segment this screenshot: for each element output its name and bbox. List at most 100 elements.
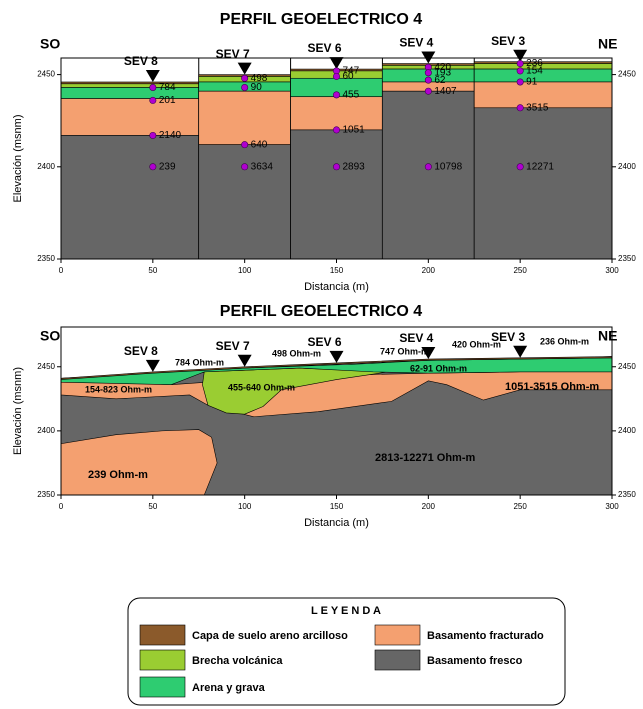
legend-swatch — [140, 677, 185, 697]
sev-label: SEV 3 — [491, 34, 525, 48]
sev-marker — [330, 57, 344, 69]
legend-title: L E Y E N D A — [311, 605, 381, 617]
resistivity-point — [425, 70, 431, 76]
resistivity-label: 12271 — [526, 161, 554, 172]
resistivity-point — [425, 164, 431, 170]
sev-marker — [238, 355, 252, 367]
sev-label: SEV 6 — [307, 41, 341, 55]
layer — [382, 91, 474, 259]
y-tick-label: 2400 — [618, 162, 636, 171]
layer — [291, 97, 383, 130]
legend-label: Capa de suelo areno arcilloso — [192, 630, 348, 642]
resistivity-label: 3634 — [251, 161, 274, 172]
layer — [199, 91, 291, 144]
resistivity-label: 455 — [343, 90, 360, 101]
unit-label: 154-823 Ohm-m — [85, 384, 152, 394]
sev-label: SEV 6 — [307, 335, 341, 349]
legend-label: Arena y grava — [192, 682, 266, 694]
x-tick-label: 150 — [330, 266, 344, 275]
sev-label: SEV 4 — [399, 331, 433, 345]
resistivity-label: 62 — [434, 75, 446, 86]
x-axis-label: Distancia (m) — [304, 517, 369, 529]
legend-label: Basamento fresco — [427, 655, 523, 667]
y-tick-label: 2350 — [618, 254, 636, 263]
legend-swatch — [375, 625, 420, 645]
x-tick-label: 0 — [59, 502, 64, 511]
x-axis-label: Distancia (m) — [304, 281, 369, 293]
resistivity-point — [333, 92, 339, 98]
chart-title: PERFIL GEOELECTRICO 4 — [220, 11, 423, 28]
layer — [61, 84, 199, 88]
legend-swatch — [140, 650, 185, 670]
y-tick-label: 2450 — [618, 70, 636, 79]
y-tick-label: 2350 — [37, 490, 55, 499]
resistivity-label: 60 — [343, 71, 355, 82]
y-tick-label: 2400 — [37, 162, 55, 171]
x-tick-label: 0 — [59, 266, 64, 275]
x-tick-label: 150 — [330, 502, 344, 511]
sev-label: SEV 8 — [124, 344, 158, 358]
resistivity-label: 3515 — [526, 102, 549, 113]
resistivity-point — [333, 164, 339, 170]
x-tick-label: 250 — [513, 266, 527, 275]
resistivity-label: 1051 — [343, 125, 366, 136]
resistivity-point — [150, 132, 156, 138]
layer — [61, 88, 199, 99]
figure: PERFIL GEOELECTRICO 4 SO NE Distancia (m) El… — [0, 0, 643, 709]
unit-label: 1051-3515 Ohm-m — [505, 381, 599, 393]
sev-marker — [330, 351, 344, 363]
chart-title: PERFIL GEOELECTRICO 4 — [220, 303, 423, 320]
layer — [199, 145, 291, 259]
y-axis-label: Elevación (msnm) — [12, 367, 24, 455]
resistivity-point — [333, 127, 339, 133]
resistivity-point — [241, 84, 247, 90]
layer — [474, 64, 612, 70]
y-tick-label: 2400 — [37, 426, 55, 435]
unit-label: 784 Ohm-m — [175, 357, 224, 367]
y-tick-label: 2350 — [37, 254, 55, 263]
side-label: SO — [40, 36, 60, 52]
x-tick-label: 300 — [605, 502, 619, 511]
resistivity-point — [425, 88, 431, 94]
resistivity-point — [517, 164, 523, 170]
y-tick-label: 2350 — [618, 490, 636, 499]
resistivity-label: 2893 — [343, 161, 366, 172]
sev-marker — [513, 50, 527, 62]
resistivity-label: 154 — [526, 66, 543, 77]
unit-label: 420 Ohm-m — [452, 339, 501, 349]
resistivity-point — [425, 77, 431, 83]
sev-label: SEV 7 — [216, 339, 250, 353]
resistivity-point — [241, 75, 247, 81]
resistivity-point — [241, 164, 247, 170]
sev-label: SEV 7 — [216, 47, 250, 61]
x-tick-label: 100 — [238, 266, 252, 275]
x-tick-label: 250 — [513, 502, 527, 511]
x-tick-label: 200 — [422, 502, 436, 511]
side-label: NE — [598, 328, 617, 344]
x-tick-label: 200 — [422, 266, 436, 275]
resistivity-point — [150, 97, 156, 103]
sev-marker — [513, 346, 527, 358]
resistivity-label: 239 — [159, 161, 176, 172]
x-tick-label: 300 — [605, 266, 619, 275]
resistivity-label: 2140 — [159, 130, 182, 141]
unit-label: 455-640 Ohm-m — [228, 382, 295, 392]
side-label: SO — [40, 328, 60, 344]
resistivity-point — [241, 141, 247, 147]
unit-label: 498 Ohm-m — [272, 348, 321, 358]
x-tick-label: 50 — [148, 502, 157, 511]
y-tick-label: 2400 — [618, 426, 636, 435]
y-tick-label: 2450 — [37, 70, 55, 79]
y-axis-label: Elevación (msnm) — [12, 114, 24, 202]
unit-label: 62-91 Ohm-m — [410, 363, 467, 373]
resistivity-label: 784 — [159, 82, 176, 93]
resistivity-point — [150, 84, 156, 90]
resistivity-point — [517, 60, 523, 66]
resistivity-point — [150, 164, 156, 170]
side-label: NE — [598, 36, 617, 52]
sev-marker — [146, 70, 160, 82]
unit-label: 236 Ohm-m — [540, 336, 589, 346]
layer — [61, 135, 199, 259]
resistivity-point — [517, 105, 523, 111]
layer — [474, 69, 612, 82]
